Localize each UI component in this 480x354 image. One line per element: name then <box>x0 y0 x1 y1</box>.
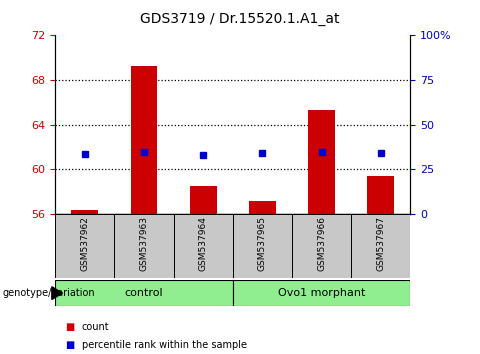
Bar <box>292 214 351 278</box>
Text: Ovo1 morphant: Ovo1 morphant <box>278 288 365 298</box>
Bar <box>249 201 276 214</box>
Bar <box>233 280 410 306</box>
Bar <box>190 186 216 214</box>
Text: control: control <box>125 288 163 298</box>
Bar <box>174 214 233 278</box>
Bar <box>114 214 174 278</box>
Text: count: count <box>82 322 109 332</box>
Bar <box>368 176 394 214</box>
Text: GSM537966: GSM537966 <box>317 216 326 271</box>
Polygon shape <box>52 287 62 299</box>
Text: GSM537962: GSM537962 <box>80 216 89 271</box>
Text: GSM537965: GSM537965 <box>258 216 267 271</box>
Text: GSM537967: GSM537967 <box>376 216 385 271</box>
Text: percentile rank within the sample: percentile rank within the sample <box>82 340 247 350</box>
Text: ■: ■ <box>65 322 74 332</box>
Text: GSM537963: GSM537963 <box>140 216 148 271</box>
Bar <box>55 214 114 278</box>
Text: genotype/variation: genotype/variation <box>2 288 95 298</box>
Bar <box>72 210 98 214</box>
Bar <box>55 280 233 306</box>
Bar <box>233 214 292 278</box>
Bar <box>308 110 335 214</box>
Bar <box>131 65 157 214</box>
Bar <box>351 214 410 278</box>
Text: GDS3719 / Dr.15520.1.A1_at: GDS3719 / Dr.15520.1.A1_at <box>140 12 340 27</box>
Text: GSM537964: GSM537964 <box>199 216 208 271</box>
Text: ■: ■ <box>65 340 74 350</box>
